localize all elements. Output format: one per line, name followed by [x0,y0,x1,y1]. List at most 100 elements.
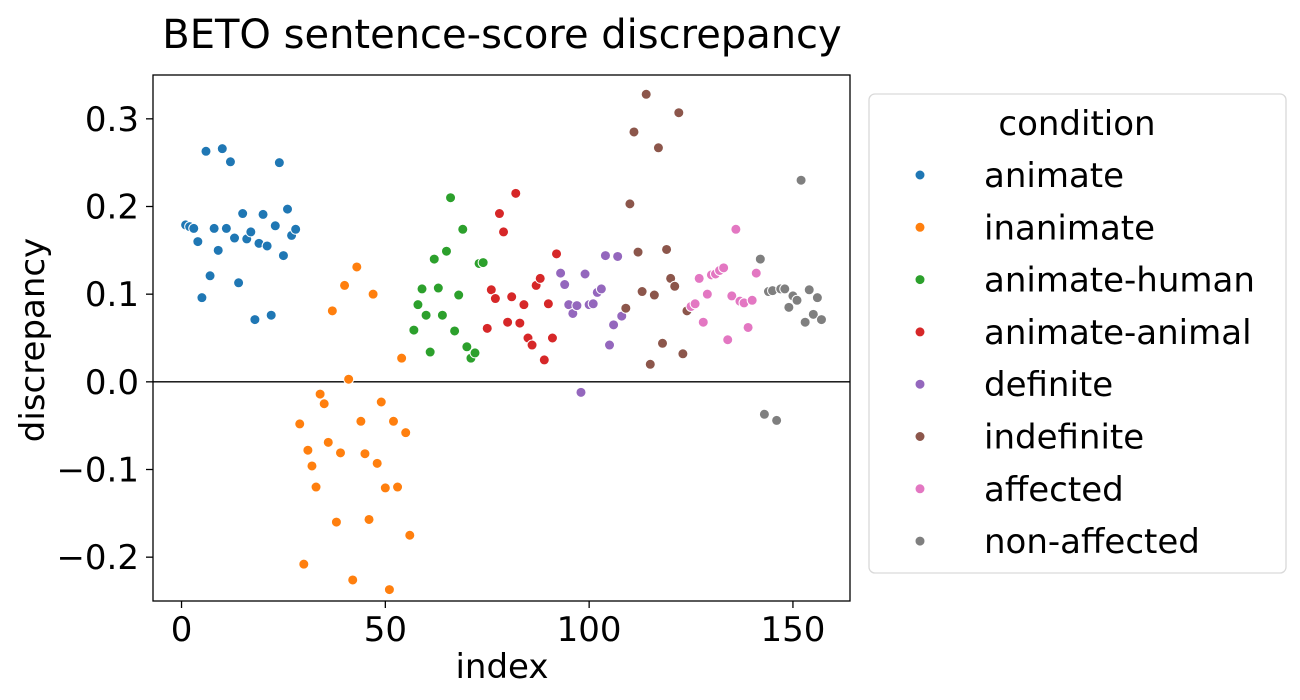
data-point-indefinite [628,126,640,138]
data-point-definite [587,298,599,310]
data-point-inanimate [396,352,408,364]
legend-marker-animate-human [914,274,926,286]
legend-marker-definite [914,378,926,390]
data-point-inanimate [400,427,412,439]
y-tick-label: −0.1 [56,451,139,491]
data-point-indefinite [661,243,673,255]
data-point-inanimate [404,529,416,541]
data-point-animate [245,226,257,238]
data-point-indefinite [644,358,656,370]
y-axis-ticks: −0.2 −0.1 0.0 0.1 0.2 0.3 [56,100,153,578]
data-point-animate-animal [498,226,510,238]
data-point-animate-human [428,253,440,265]
y-tick-label: 0.0 [85,363,139,403]
legend-marker-animate-animal [914,326,926,338]
data-point-animate [220,222,232,234]
data-point-animate [237,208,249,220]
legend: condition animateinanimateanimate-humana… [868,93,1287,574]
legend-label-indefinite: indefinite [984,418,1144,458]
data-point-non-affected [811,292,823,304]
data-point-animate [224,156,236,168]
data-point-affected [693,272,705,284]
data-point-affected [701,288,713,300]
x-tick-label: 0 [171,610,193,650]
data-point-animate-animal [546,332,558,344]
data-point-definite [612,250,624,262]
legend-label-non-affected: non-affected [984,522,1200,562]
data-point-animate [188,222,200,234]
data-point-animate-human [412,299,424,311]
data-point-affected [689,298,701,310]
data-point-animate-human [461,341,473,353]
data-point-animate-animal [514,317,526,329]
legend-label-definite: definite [984,365,1113,405]
legend-label-inanimate: inanimate [984,208,1155,248]
data-point-animate [200,145,212,157]
data-point-indefinite [652,142,664,154]
x-tick-label: 50 [364,610,407,650]
y-tick-label: 0.3 [85,100,139,140]
data-point-animate-human [453,289,465,301]
data-point-affected [746,294,758,306]
data-point-indefinite [677,348,689,360]
data-point-animate-animal [481,322,493,334]
data-point-animate [216,143,228,155]
data-point-non-affected [783,301,795,313]
data-point-non-affected [791,294,803,306]
x-axis-label: index [455,647,548,687]
data-point-animate [196,292,208,304]
data-point-animate [277,250,289,262]
legend-items: animate inanimate animate-human animate-ani… [914,156,1255,562]
data-point-inanimate [351,261,363,273]
data-point-affected [750,267,762,279]
data-point-inanimate [310,481,322,493]
data-point-animate [273,157,285,169]
data-point-inanimate [318,398,330,410]
legend-label-affected: affected [984,470,1124,510]
data-point-animate [249,314,261,326]
data-point-affected [718,262,730,274]
legend-label-animate-animal: animate-animal [984,313,1252,353]
data-point-definite [555,267,567,279]
data-point-animate-animal [518,299,530,311]
data-point-animate [282,203,294,215]
data-point-animate-animal [485,284,497,296]
data-point-non-affected [771,414,783,426]
data-point-indefinite [636,286,648,298]
data-point-animate [204,270,216,282]
data-point-animate [208,222,220,234]
data-point-definite [575,386,587,398]
data-point-animate-human [477,257,489,269]
data-point-definite [571,300,583,312]
legend-marker-animate [914,169,926,181]
data-point-inanimate [363,513,375,525]
data-point-animate [257,208,269,220]
y-tick-label: 0.2 [85,188,139,228]
data-point-indefinite [669,280,681,292]
data-point-animate-animal [493,208,505,220]
data-point-indefinite [648,289,660,301]
data-point-animate-human [449,325,461,337]
data-point-indefinite [640,88,652,100]
data-point-animate-human [440,245,452,257]
data-point-affected [730,223,742,235]
data-point-non-affected [795,174,807,186]
data-point-indefinite [620,302,632,314]
data-point-animate [269,220,281,232]
data-point-animate-animal [534,272,546,284]
data-point-inanimate [343,373,355,385]
data-point-animate-human [420,309,432,321]
data-point-animate [233,277,245,289]
data-point-definite [559,279,571,291]
legend-title: condition [998,104,1155,144]
data-point-animate [290,223,302,235]
data-point-non-affected [799,316,811,328]
data-point-affected [726,290,738,302]
data-point-animate-animal [502,316,514,328]
data-point-animate-human [408,324,420,336]
data-point-affected [742,321,754,333]
y-tick-label: −0.2 [56,538,139,578]
data-point-animate-human [424,346,436,358]
data-point-inanimate [371,457,383,469]
